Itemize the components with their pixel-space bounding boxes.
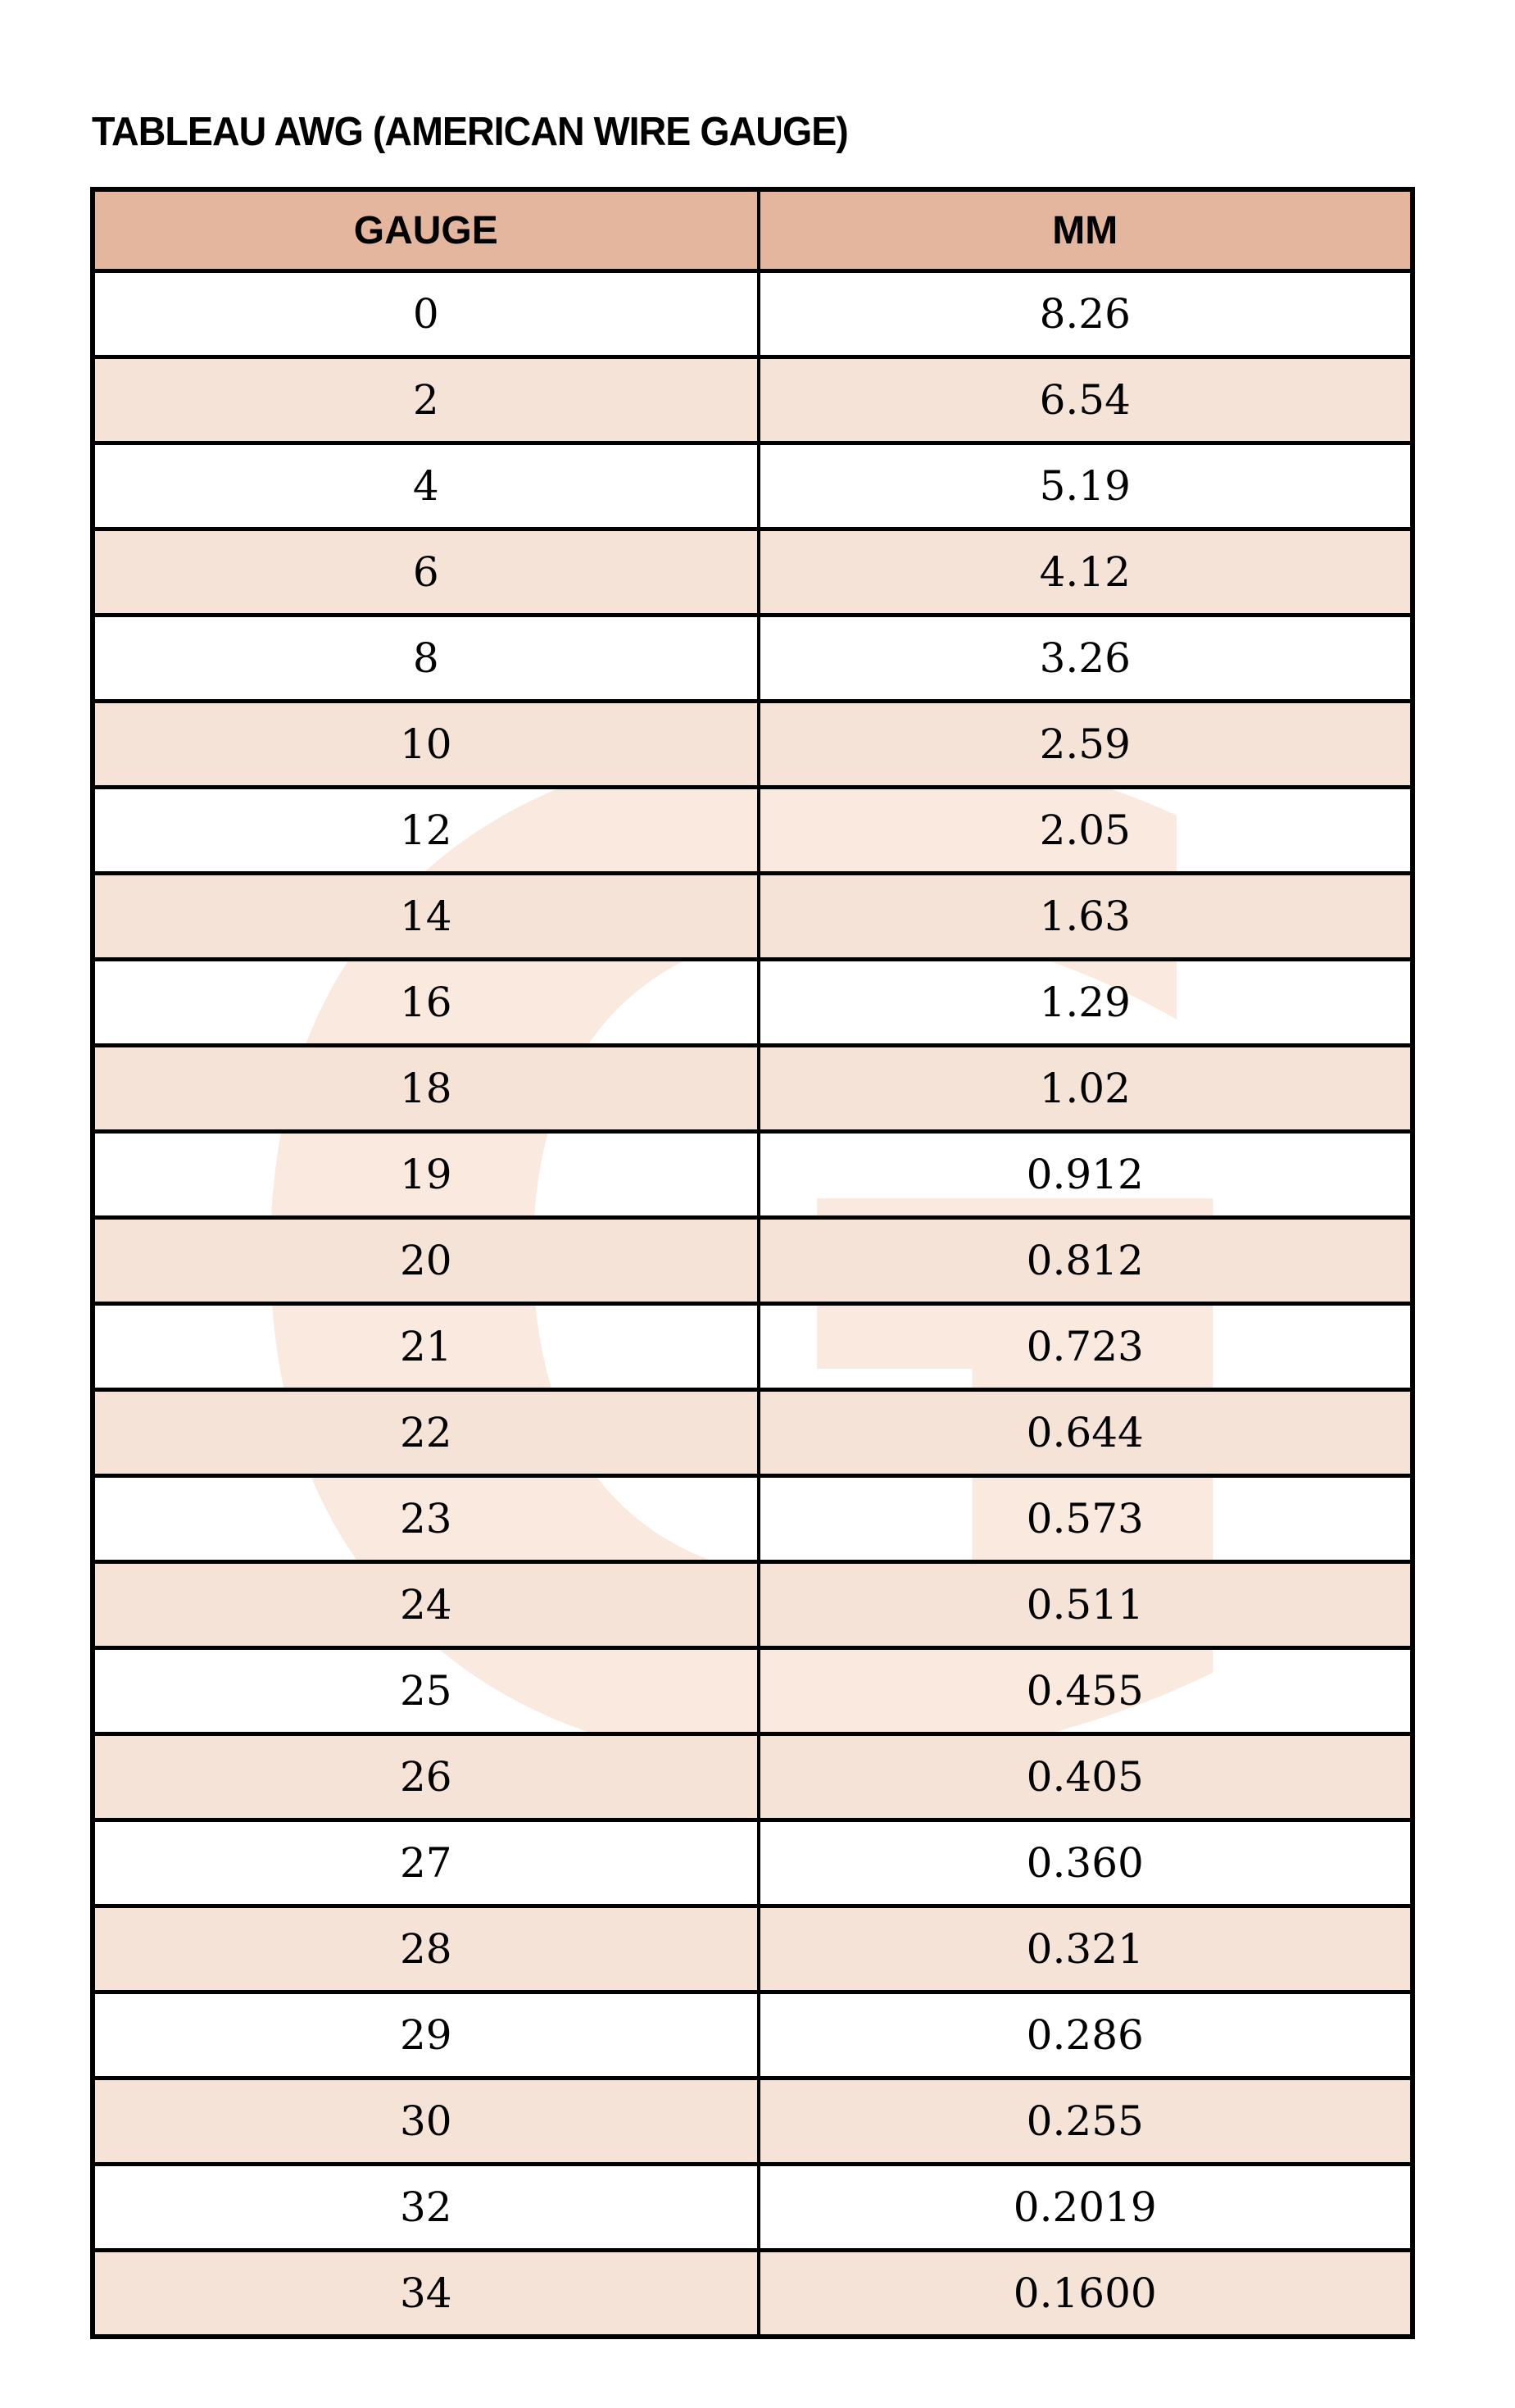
table-row: 6 4.12: [93, 527, 1413, 616]
gauge-cell: 27: [93, 1818, 760, 1906]
mm-cell: 0.286: [758, 1990, 1413, 2079]
mm-cell: 0.511: [758, 1560, 1413, 1648]
gauge-cell: 8: [93, 613, 760, 702]
table-row: 18 1.02: [93, 1043, 1413, 1132]
mm-cell: 0.2019: [758, 2162, 1413, 2251]
gauge-cell: 22: [93, 1388, 760, 1476]
mm-cell: 0.812: [758, 1215, 1413, 1304]
gauge-cell: 21: [93, 1302, 760, 1390]
mm-cell: 4.12: [758, 527, 1413, 616]
table-row: 22 0.644: [93, 1388, 1413, 1476]
mm-cell: 0.1600: [758, 2248, 1413, 2337]
gauge-cell: 12: [93, 785, 760, 874]
header-row: GAUGE MM: [93, 189, 1413, 273]
table-row: 14 1.63: [93, 871, 1413, 960]
table-row: 21 0.723: [93, 1302, 1413, 1390]
mm-cell: 0.360: [758, 1818, 1413, 1906]
table-row: 27 0.360: [93, 1818, 1413, 1906]
mm-cell: 2.05: [758, 785, 1413, 874]
gauge-cell: 19: [93, 1129, 760, 1218]
table-row: 34 0.1600: [93, 2248, 1413, 2337]
gauge-cell: 29: [93, 1990, 760, 2079]
mm-cell: 1.29: [758, 957, 1413, 1046]
table-row: 0 8.26: [93, 269, 1413, 357]
mm-cell: 0.723: [758, 1302, 1413, 1390]
gauge-cell: 10: [93, 699, 760, 788]
mm-cell: 0.255: [758, 2076, 1413, 2165]
table-row: 10 2.59: [93, 699, 1413, 788]
gauge-cell: 4: [93, 441, 760, 529]
gauge-cell: 24: [93, 1560, 760, 1648]
mm-cell: 5.19: [758, 441, 1413, 529]
table-row: 26 0.405: [93, 1732, 1413, 1820]
gauge-cell: 16: [93, 957, 760, 1046]
mm-cell: 3.26: [758, 613, 1413, 702]
mm-cell: 0.455: [758, 1646, 1413, 1734]
gauge-cell: 2: [93, 355, 760, 443]
gauge-cell: 18: [93, 1043, 760, 1132]
mm-cell: 0.405: [758, 1732, 1413, 1820]
gauge-cell: 26: [93, 1732, 760, 1820]
table-row: 20 0.812: [93, 1215, 1413, 1304]
table-row: 16 1.29: [93, 957, 1413, 1046]
header-cell-mm: MM: [758, 189, 1413, 273]
table-body: 0 8.26 2 6.54 4 5.19 6 4.12 8 3.26 10 2.59 12 2.05 14 1…: [93, 269, 1413, 2337]
table-row: 28 0.321: [93, 1904, 1413, 1992]
table-header: GAUGE MM: [93, 189, 1413, 273]
gauge-cell: 34: [93, 2248, 760, 2337]
gauge-cell: 0: [93, 269, 760, 357]
gauge-cell: 28: [93, 1904, 760, 1992]
gauge-cell: 30: [93, 2076, 760, 2165]
mm-cell: 2.59: [758, 699, 1413, 788]
mm-cell: 1.02: [758, 1043, 1413, 1132]
mm-cell: 1.63: [758, 871, 1413, 960]
table-row: 4 5.19: [93, 441, 1413, 529]
table-row: 30 0.255: [93, 2076, 1413, 2165]
table-row: 12 2.05: [93, 785, 1413, 874]
gauge-cell: 6: [93, 527, 760, 616]
table-row: 25 0.455: [93, 1646, 1413, 1734]
mm-cell: 0.912: [758, 1129, 1413, 1218]
table-row: 19 0.912: [93, 1129, 1413, 1218]
mm-cell: 0.573: [758, 1474, 1413, 1562]
gauge-cell: 23: [93, 1474, 760, 1562]
table-row: 2 6.54: [93, 355, 1413, 443]
gauge-cell: 14: [93, 871, 760, 960]
mm-cell: 0.644: [758, 1388, 1413, 1476]
gauge-cell: 20: [93, 1215, 760, 1304]
gauge-cell: 25: [93, 1646, 760, 1734]
mm-cell: 0.321: [758, 1904, 1413, 1992]
gauge-cell: 32: [93, 2162, 760, 2251]
table-row: 23 0.573: [93, 1474, 1413, 1562]
table-row: 32 0.2019: [93, 2162, 1413, 2251]
mm-cell: 6.54: [758, 355, 1413, 443]
header-cell-gauge: GAUGE: [93, 189, 760, 273]
table-row: 24 0.511: [93, 1560, 1413, 1648]
table-row: 29 0.286: [93, 1990, 1413, 2079]
table-row: 8 3.26: [93, 613, 1413, 702]
page-title: TABLEAU AWG (AMERICAN WIRE GAUGE): [92, 109, 849, 154]
awg-conversion-table: GAUGE MM 0 8.26 2 6.54 4 5.19 6 4.12 8 3.26 10 2.59…: [90, 187, 1415, 2339]
mm-cell: 8.26: [758, 269, 1413, 357]
